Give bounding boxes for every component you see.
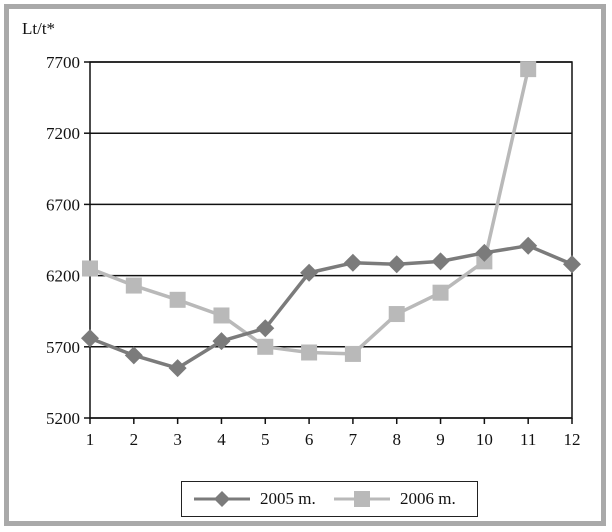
x-tick-label-11: 11 bbox=[520, 430, 536, 449]
y-tick-label-5700: 5700 bbox=[46, 338, 80, 357]
y-tick-label-6200: 6200 bbox=[46, 267, 80, 286]
x-tick-label-12: 12 bbox=[564, 430, 581, 449]
point-s0-x10 bbox=[475, 243, 494, 262]
x-tick-label-6: 6 bbox=[305, 430, 314, 449]
x-tick-label-3: 3 bbox=[173, 430, 182, 449]
point-s1-x5 bbox=[257, 338, 274, 355]
legend-swatch-2006 bbox=[334, 491, 390, 507]
point-s0-x7 bbox=[343, 253, 362, 272]
point-s1-x1 bbox=[82, 260, 98, 277]
y-tick-label-7700: 7700 bbox=[46, 53, 80, 72]
y-axis-unit-label: Lt/t* bbox=[22, 19, 55, 38]
y-tick-label-7200: 7200 bbox=[46, 124, 80, 143]
legend-label-2006: 2006 m. bbox=[400, 489, 456, 508]
legend-label-2005: 2005 m. bbox=[260, 489, 316, 508]
legend-item-2005: 2005 m. bbox=[192, 482, 316, 516]
point-s0-x6 bbox=[300, 263, 319, 282]
plot-area bbox=[89, 61, 573, 419]
point-s0-x3 bbox=[168, 359, 187, 378]
point-s1-x2 bbox=[125, 277, 142, 294]
x-tick-label-9: 9 bbox=[436, 430, 445, 449]
y-tick-label-5200: 5200 bbox=[46, 409, 80, 428]
point-s0-x5 bbox=[256, 319, 275, 338]
x-tick-label-4: 4 bbox=[217, 430, 226, 449]
point-s1-x9 bbox=[432, 284, 449, 301]
point-s1-x3 bbox=[169, 291, 186, 308]
y-tick-labels: 5200 5700 6200 6700 7200 7700 bbox=[46, 53, 80, 428]
series-layer bbox=[81, 61, 581, 378]
x-tick-label-10: 10 bbox=[476, 430, 493, 449]
point-s1-x4 bbox=[213, 307, 230, 324]
chart-frame bbox=[4, 4, 606, 526]
series-line-0 bbox=[89, 243, 573, 370]
point-s0-x11 bbox=[519, 236, 538, 255]
point-s1-x11 bbox=[520, 61, 537, 78]
point-s0-x12 bbox=[563, 255, 581, 274]
point-s0-x4 bbox=[212, 332, 231, 351]
x-tick-label-8: 8 bbox=[392, 430, 401, 449]
point-s0-x9 bbox=[431, 252, 450, 271]
x-tick-label-5: 5 bbox=[261, 430, 270, 449]
x-tick-label-1: 1 bbox=[86, 430, 95, 449]
series-1 bbox=[82, 61, 537, 362]
point-s1-x8 bbox=[388, 306, 405, 323]
gridlines bbox=[84, 61, 573, 424]
point-s0-x1 bbox=[81, 329, 99, 348]
x-tick-labels: 1 2 3 4 5 6 7 8 9 10 11 12 bbox=[86, 430, 581, 449]
legend-swatch-2005 bbox=[194, 491, 250, 507]
x-tick-label-7: 7 bbox=[349, 430, 358, 449]
point-s0-x2 bbox=[124, 346, 143, 365]
series-0 bbox=[81, 236, 581, 378]
point-s1-x7 bbox=[344, 345, 361, 362]
legend-item-2006: 2006 m. bbox=[332, 482, 456, 516]
point-s0-x8 bbox=[387, 255, 406, 274]
series-line-1 bbox=[89, 68, 530, 356]
legend: 2005 m. 2006 m. bbox=[181, 481, 478, 517]
x-tick-label-2: 2 bbox=[130, 430, 139, 449]
point-s1-x6 bbox=[301, 344, 318, 361]
y-tick-label-6700: 6700 bbox=[46, 195, 80, 214]
